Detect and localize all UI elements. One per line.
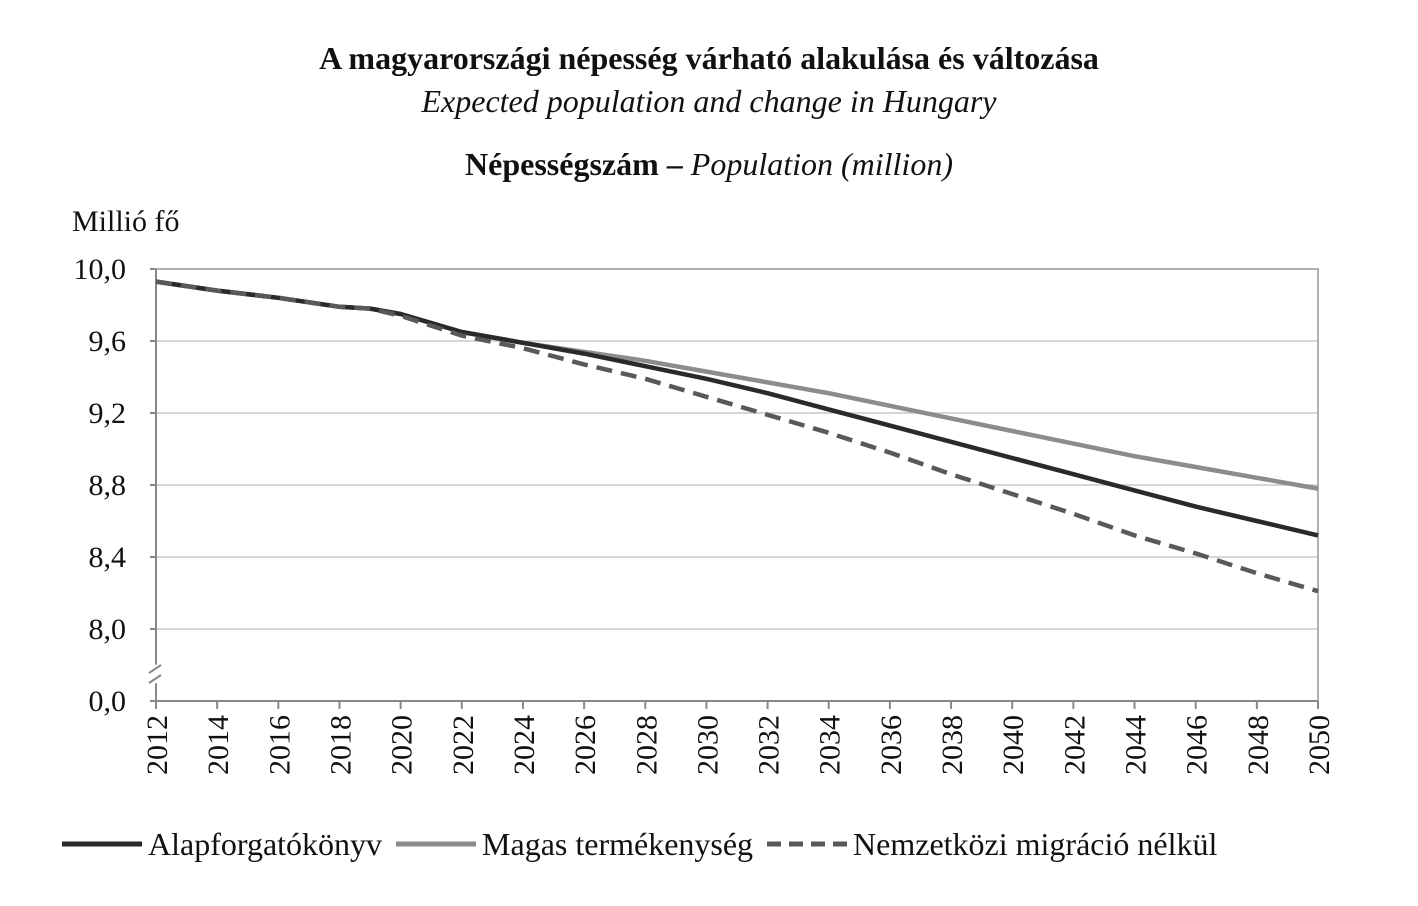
x-tick-label: 2038 [936,715,969,775]
y-tick-label: 0,0 [89,685,127,718]
chart-heading-bold: Népességszám – [465,146,683,182]
x-tick-label: 2034 [814,715,847,775]
legend-label-magas: Magas termékenység [482,825,754,862]
chart-title: A magyarországi népesség várható alakulá… [319,40,1099,76]
x-tick-label: 2046 [1181,715,1214,775]
x-tick-label: 2042 [1058,715,1091,775]
y-tick-label: 9,2 [89,397,127,430]
legend-label-nemzetkozi: Nemzetközi migráció nélkül [853,825,1218,862]
series-lines [155,279,1319,594]
chart-heading: Népességszám – Population (million) [0,146,1418,183]
chart-heading-italic: Population (million) [690,146,953,182]
y-tick-labels: 10,0 9,6 9,2 8,8 8,4 8,0 0,0 [74,253,156,718]
y-tick-label: 8,8 [89,469,127,502]
x-tick-label: 2018 [324,715,357,775]
legend-item-nemzetkozi: Nemzetközi migráció nélkül [767,826,1217,863]
y-tick-label: 8,4 [89,541,127,574]
x-tick-label: 2028 [630,715,663,775]
x-tick-label: 2012 [141,715,174,775]
x-tick-label: 2036 [875,715,908,775]
axis-break-gap [148,665,164,683]
y-tick-label: 10,0 [74,253,127,286]
x-tick-label: 2040 [997,715,1030,775]
gridlines [156,340,1318,630]
axis-break-mark [148,674,162,684]
x-tick-labels: 2012 2014 2016 2018 2020 2022 2024 2026 2028 2030… [141,701,1336,775]
legend-swatch-magas [396,841,477,847]
x-tick-label: 2050 [1303,715,1336,775]
x-tick-label: 2022 [447,715,480,775]
series-line-nemzetkozi-migracio-nelkul [155,279,1319,594]
x-tick-label: 2030 [691,715,724,775]
x-tick-label: 2014 [202,715,235,775]
x-tick-label: 2032 [753,715,786,775]
y-tick-label: 8,0 [89,613,127,646]
legend: Alapforgatókönyv Magas termékenység Nemz… [62,824,1231,864]
axis-break-mark [148,664,162,674]
x-tick-label: 2020 [386,715,419,775]
chart-subtitle: Expected population and change in Hungar… [421,83,997,119]
x-tick-label: 2016 [263,715,296,775]
legend-swatch-alap [62,841,142,847]
y-axis-unit-label: Millió fő [72,205,180,238]
legend-item-magas: Magas termékenység [396,826,753,863]
legend-item-alap: Alapforgatókönyv [62,826,382,863]
series-line-alapforgatokonyv [155,279,1319,538]
axes [148,269,1318,702]
legend-swatch-nemzetkozi [767,841,848,847]
x-tick-label: 2024 [508,715,541,775]
y-tick-label: 9,6 [89,325,127,358]
x-tick-label: 2026 [569,715,602,775]
x-tick-label: 2048 [1242,715,1275,775]
x-tick-label: 2044 [1120,715,1153,775]
legend-label-alap: Alapforgatókönyv [148,825,383,862]
